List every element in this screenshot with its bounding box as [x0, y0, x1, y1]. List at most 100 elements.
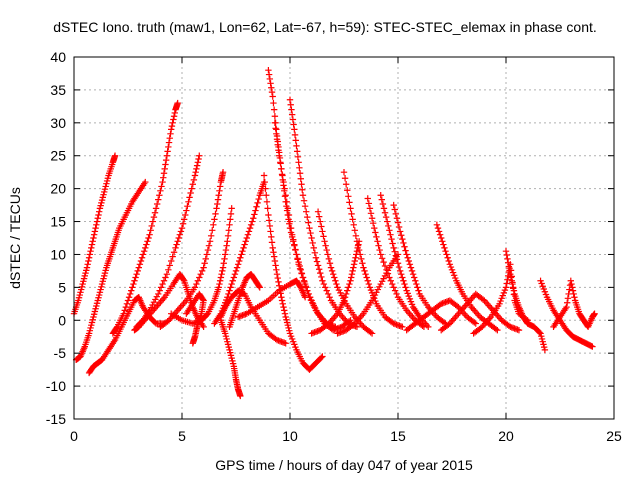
data-point: [348, 271, 356, 278]
data-point: [267, 228, 274, 235]
data-point: [90, 313, 97, 321]
data-point: [283, 198, 290, 205]
data-point: [290, 121, 297, 128]
data-point: [333, 280, 340, 288]
data-point: [193, 280, 200, 288]
data-point: [86, 327, 94, 334]
data-point: [433, 221, 441, 229]
data-point: [377, 251, 384, 258]
data-point: [132, 274, 139, 281]
data-point: [275, 147, 282, 154]
data-point: [500, 289, 508, 297]
data-point: [381, 262, 389, 270]
data-point: [376, 283, 383, 291]
data-point: [218, 307, 226, 315]
data-point: [278, 294, 285, 301]
data-point: [153, 200, 161, 208]
data-point: [282, 192, 289, 199]
data-point: [299, 186, 306, 193]
data-point: [138, 254, 146, 261]
data-point: [98, 283, 105, 291]
data-point: [324, 251, 331, 258]
data-point: [355, 241, 362, 248]
data-point: [88, 322, 95, 329]
data-point: [219, 305, 227, 312]
data-point: [278, 297, 286, 304]
data-point: [536, 329, 543, 336]
data-point: [163, 152, 171, 159]
data-point: [370, 294, 377, 301]
data-point: [88, 319, 96, 326]
data-point: [399, 274, 406, 281]
data-point: [380, 275, 387, 282]
data-point: [274, 274, 281, 282]
series-2: [72, 178, 149, 363]
data-point: [202, 255, 209, 263]
data-point: [394, 219, 402, 226]
data-point: [224, 232, 232, 240]
data-point: [508, 277, 515, 284]
data-point: [394, 260, 402, 267]
data-point: [351, 257, 358, 265]
series-20: [308, 238, 363, 337]
data-point: [274, 141, 281, 148]
data-point: [200, 323, 207, 331]
data-point: [364, 195, 371, 202]
data-point: [93, 221, 100, 229]
data-point: [98, 199, 105, 207]
data-point: [442, 247, 449, 255]
data-point: [139, 251, 147, 258]
data-point: [240, 244, 247, 252]
data-point: [376, 246, 383, 254]
data-point: [441, 244, 448, 252]
data-point: [223, 296, 230, 304]
data-point: [564, 295, 572, 302]
data-point: [506, 267, 513, 274]
data-point: [236, 257, 243, 265]
data-point: [383, 269, 390, 277]
data-point: [85, 330, 93, 337]
series-22: [377, 192, 432, 331]
data-point: [344, 287, 351, 294]
y-tick-label: 20: [50, 181, 66, 197]
data-point: [326, 294, 333, 301]
data-point: [266, 222, 274, 230]
data-point: [123, 300, 131, 308]
data-point: [413, 280, 420, 288]
data-point: [239, 247, 246, 255]
data-point: [216, 277, 224, 284]
data-point: [102, 183, 109, 190]
data-point: [183, 207, 190, 214]
data-point: [496, 300, 503, 308]
data-point: [449, 269, 457, 276]
data-point: [191, 284, 199, 291]
data-point: [227, 216, 234, 223]
data-point: [342, 181, 350, 188]
data-point: [277, 159, 284, 166]
series-9: [226, 271, 263, 331]
data-point: [180, 216, 188, 223]
data-point: [237, 392, 244, 400]
data-point: [218, 271, 225, 278]
data-point: [247, 221, 255, 229]
series-17: [234, 277, 309, 321]
data-point: [228, 205, 235, 212]
data-point: [359, 260, 366, 267]
data-point: [162, 161, 169, 168]
data-point: [179, 220, 187, 227]
data-point: [223, 242, 230, 249]
data-point: [151, 209, 159, 216]
data-point: [161, 165, 168, 173]
data-point: [80, 278, 87, 285]
data-point: [385, 222, 392, 230]
data-point: [229, 277, 236, 284]
data-point: [93, 218, 101, 225]
data-point: [219, 264, 227, 271]
data-point: [282, 340, 289, 347]
data-point: [305, 219, 312, 226]
data-point: [101, 188, 108, 196]
data-point: [268, 84, 275, 91]
data-point: [539, 338, 546, 345]
series-30: [537, 277, 596, 350]
data-point: [434, 224, 442, 232]
